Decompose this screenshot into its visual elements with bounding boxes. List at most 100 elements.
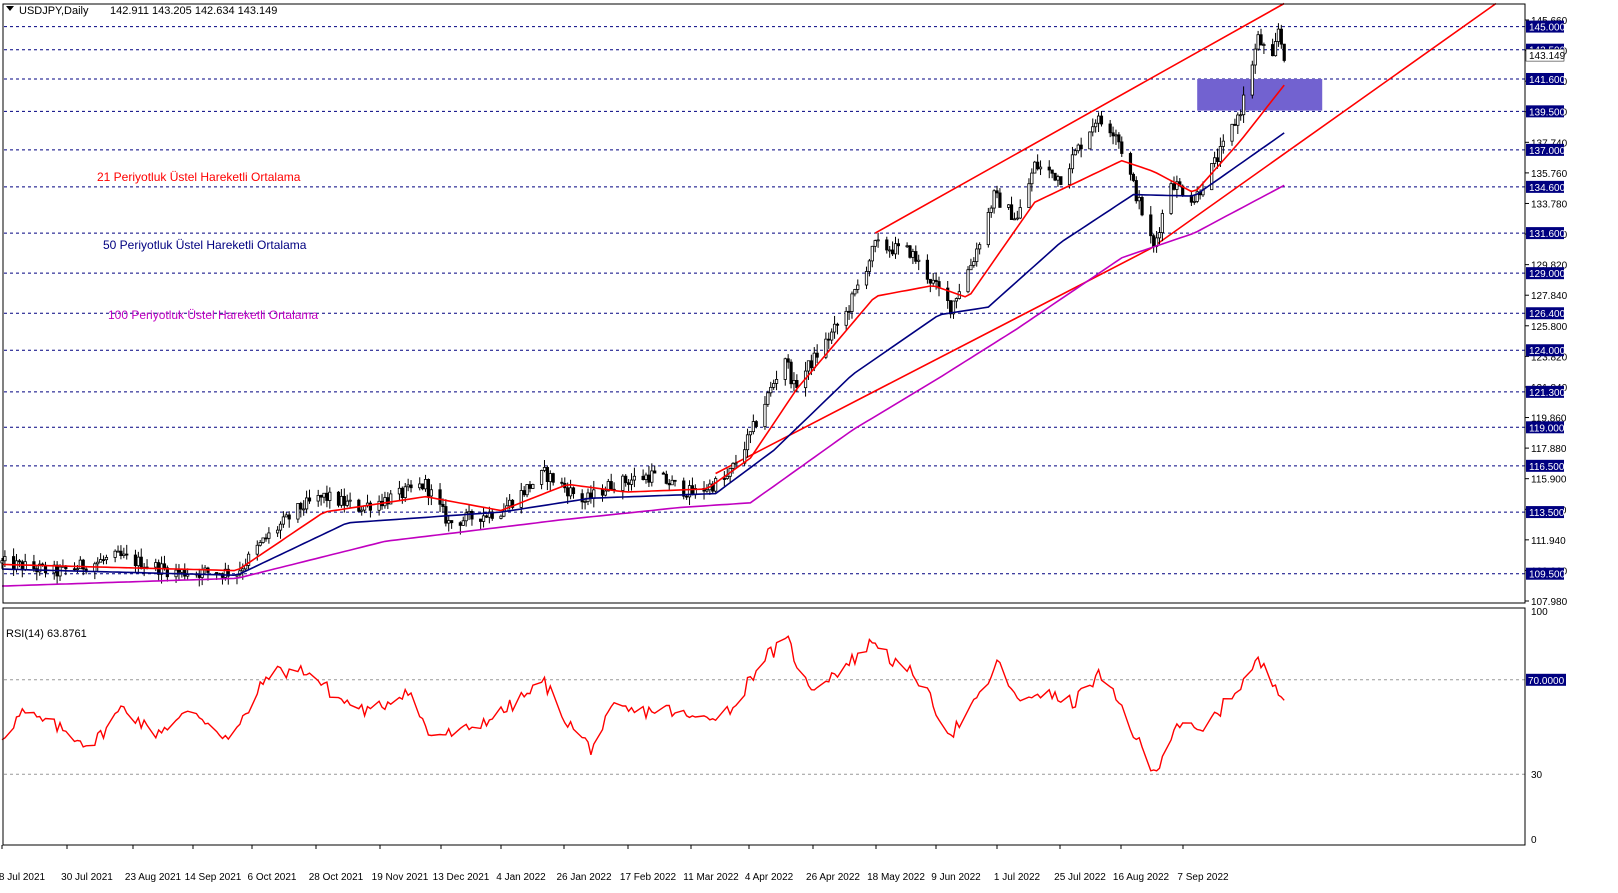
candle-body [1279, 28, 1283, 45]
candle-body [1195, 191, 1199, 202]
rsi-levels [4, 679, 1525, 775]
time-tick-label: 14 Sep 2021 [185, 872, 242, 883]
candle-body [586, 492, 590, 502]
candle-body [1108, 123, 1112, 134]
candle-body [1047, 166, 1051, 171]
candle-body [441, 503, 445, 507]
level-label-bg [1526, 344, 1564, 357]
candle-body [1070, 154, 1075, 170]
price-tick-label: 117.880 [1531, 444, 1567, 455]
candle-body [316, 495, 320, 502]
candle-body [368, 502, 373, 511]
candle-body [1059, 176, 1063, 185]
candle-body [592, 489, 596, 499]
candle-body [75, 568, 80, 571]
candle-body [444, 506, 448, 524]
ema50-line [1, 132, 1285, 577]
price-tick-label: 111.940 [1531, 536, 1566, 547]
candle-body [1160, 213, 1164, 233]
candle-body [917, 259, 921, 262]
candle-body [873, 240, 877, 247]
candle-body [1192, 201, 1196, 203]
candle-body [447, 520, 451, 524]
level-label-bg [1526, 385, 1564, 398]
candle-body [1114, 134, 1118, 137]
candle-body [200, 568, 204, 578]
candle-body [1149, 214, 1153, 237]
price-tick-label: 127.840 [1531, 291, 1568, 302]
candle-body [789, 361, 793, 385]
candle-body [934, 279, 938, 282]
level-label-bg [1526, 20, 1564, 33]
candle-body [890, 249, 895, 255]
candle-body [844, 310, 848, 326]
candle-body [568, 487, 573, 497]
dropdown-triangle-icon[interactable] [6, 6, 14, 11]
candle-body [487, 511, 491, 518]
candle-body [824, 338, 828, 358]
candle-body [1137, 197, 1141, 202]
candle-body [180, 569, 184, 573]
candle-body [139, 556, 143, 570]
level-label-bg [1526, 105, 1564, 118]
level-label-bg [1526, 143, 1564, 156]
candle-body [116, 550, 120, 553]
candle-body [1079, 144, 1083, 150]
candle-body [1096, 115, 1101, 124]
time-tick-label: 30 Jul 2021 [61, 872, 113, 883]
candle-body [751, 421, 755, 433]
price-axis: 145.660143.700141.720139.740137.740135.7… [1525, 16, 1568, 608]
candle-body [96, 561, 100, 565]
rsi-level-label-bg [1526, 673, 1566, 686]
candle-body [325, 492, 329, 501]
candle-body [847, 310, 851, 313]
candle-body [1221, 140, 1225, 147]
level-label-bg [1526, 567, 1564, 580]
rsi-tick-label: 30 [1531, 770, 1543, 781]
candle-body [769, 386, 773, 394]
candle-body [481, 515, 486, 522]
candle-body [386, 497, 390, 505]
candle-body [287, 514, 291, 520]
candle-body [774, 379, 779, 384]
candle-body [519, 490, 523, 508]
ema21-line [1, 84, 1285, 572]
candle-body [162, 563, 167, 569]
candle-body [989, 207, 993, 213]
candle-body [772, 383, 776, 388]
candle-body [792, 380, 796, 385]
candle-body [893, 243, 898, 255]
candle-body [421, 483, 425, 490]
legend-ema100: 100 Periyotluk Üstel Hareketli Ortalama [108, 308, 318, 322]
candle-body [1050, 169, 1054, 174]
level-label: 116.500 [1529, 462, 1565, 473]
candle-body [226, 568, 230, 577]
candle-body [1007, 204, 1011, 208]
candle-body [58, 566, 62, 577]
candle-body [510, 499, 515, 508]
candle-body [1172, 183, 1176, 190]
symbol-label: USDJPY,Daily [19, 5, 89, 17]
candle-body [438, 489, 442, 505]
candle-body [450, 520, 454, 524]
candle-body [978, 244, 982, 250]
candle-body [1038, 166, 1043, 170]
resistance-zone [1197, 78, 1323, 111]
time-tick-label: 4 Jan 2022 [496, 872, 546, 883]
rsi-tick-label: 100 [1531, 607, 1548, 618]
candle-body [136, 556, 140, 567]
rsi-tick-label: 0 [1531, 835, 1537, 846]
candle-body [12, 556, 16, 570]
candle-body [624, 475, 628, 484]
candle-body [754, 421, 758, 427]
candle-body [864, 271, 869, 286]
candle-body [3, 556, 7, 562]
candle-body [682, 480, 686, 497]
candle-body [484, 515, 489, 518]
time-tick-label: 6 Oct 2021 [248, 872, 297, 883]
time-tick-label: 11 Mar 2022 [683, 872, 739, 883]
candle-body [566, 487, 570, 497]
candle-body [261, 537, 265, 543]
moving-averages [1, 84, 1285, 587]
candle-body [1120, 141, 1124, 154]
